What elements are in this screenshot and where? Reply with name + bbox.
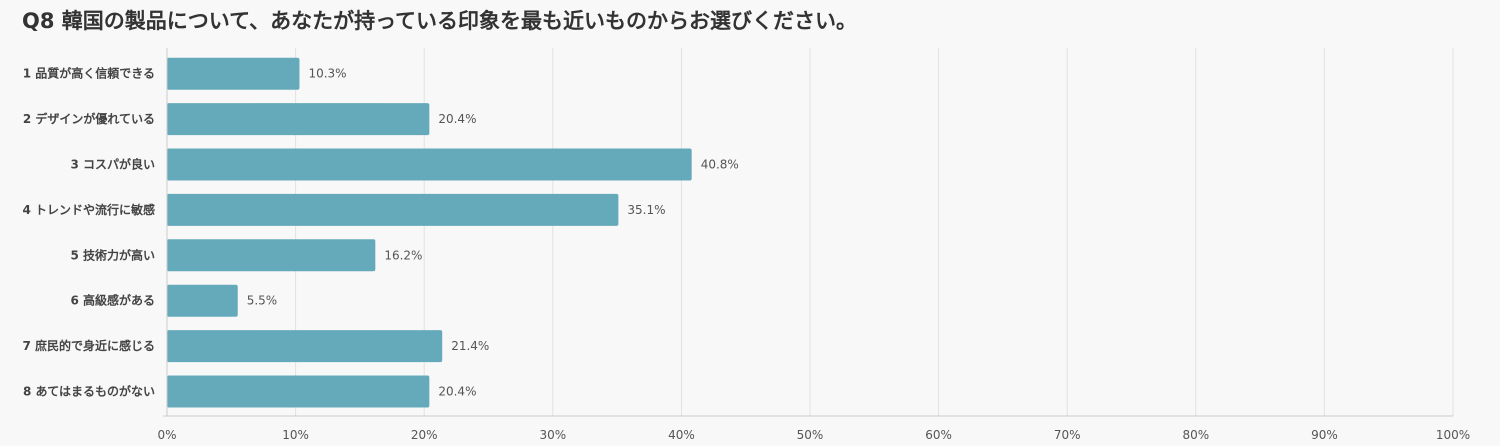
value-label: 5.5% xyxy=(247,294,277,308)
x-tick-label: 30% xyxy=(539,428,566,442)
x-tick-label: 100% xyxy=(1436,428,1470,442)
category-label: 2 デザインが優れている xyxy=(23,111,155,126)
value-label: 10.3% xyxy=(308,67,346,81)
value-label: 35.1% xyxy=(627,203,665,217)
bar xyxy=(167,57,300,90)
value-label: 16.2% xyxy=(384,248,422,262)
value-label: 21.4% xyxy=(451,339,489,353)
category-label: 3 コスパが良い xyxy=(70,157,155,172)
category-label: 1 品質が高く信頼できる xyxy=(23,66,155,81)
category-label: 8 あてはまるものがない xyxy=(23,384,155,399)
x-tick-label: 50% xyxy=(797,428,824,442)
x-tick-label: 90% xyxy=(1311,428,1338,442)
x-tick-label: 40% xyxy=(668,428,695,442)
bar xyxy=(167,375,430,408)
bar xyxy=(167,284,238,317)
bar xyxy=(167,148,692,181)
bars xyxy=(167,57,692,408)
bar xyxy=(167,193,619,226)
category-label: 7 庶民的で身近に感じる xyxy=(22,338,155,353)
x-tick-label: 10% xyxy=(282,428,309,442)
bar xyxy=(167,239,376,272)
x-tick-label: 0% xyxy=(157,428,176,442)
x-tick-label: 80% xyxy=(1182,428,1209,442)
value-label: 20.4% xyxy=(438,112,476,126)
x-tick-label: 20% xyxy=(411,428,438,442)
value-label: 20.4% xyxy=(438,385,476,399)
category-label: 6 高級感がある xyxy=(70,293,155,308)
bar xyxy=(167,330,443,363)
bar xyxy=(167,103,430,136)
value-label: 40.8% xyxy=(701,158,739,172)
chart-title: Q8 韓国の製品について、あなたが持っている印象を最も近いものからお選びください… xyxy=(22,9,858,33)
axes: 0% 10% 20% 30% 40% 50% 60% 70% 80% 90% 100% 1 品質が高く… xyxy=(22,48,1470,442)
x-tick-label: 70% xyxy=(1054,428,1081,442)
x-tick-label: 60% xyxy=(925,428,952,442)
category-label: 4 トレンドや流行に敏感 xyxy=(22,202,155,217)
category-label: 5 技術力が高い xyxy=(70,247,155,262)
